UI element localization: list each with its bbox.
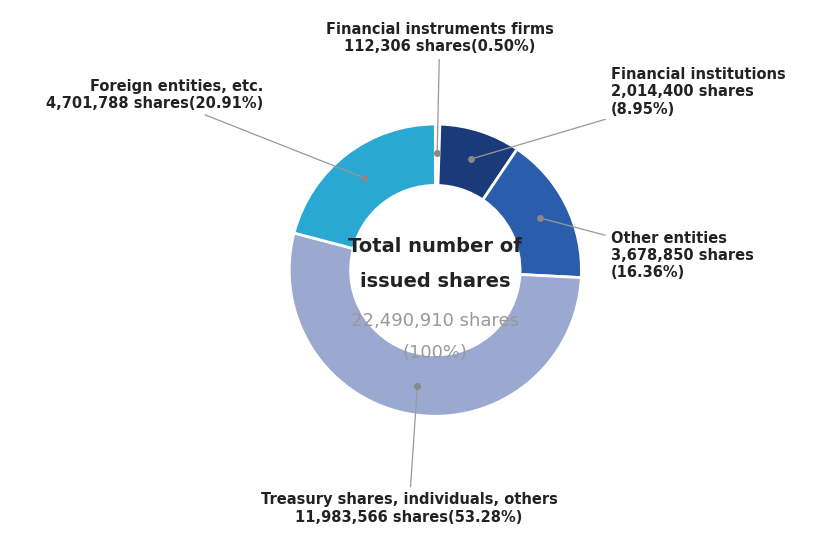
Wedge shape: [290, 233, 582, 416]
Text: Foreign entities, etc.
4,701,788 shares(20.91%): Foreign entities, etc. 4,701,788 shares(…: [46, 79, 361, 176]
Text: issued shares: issued shares: [360, 272, 511, 292]
Text: Other entities
3,678,850 shares
(16.36%): Other entities 3,678,850 shares (16.36%): [542, 219, 754, 281]
Wedge shape: [438, 124, 518, 200]
Text: (100%): (100%): [403, 345, 468, 362]
Text: Total number of: Total number of: [349, 237, 522, 256]
Text: Treasury shares, individuals, others
11,983,566 shares(53.28%): Treasury shares, individuals, others 11,…: [260, 389, 557, 524]
Wedge shape: [294, 124, 435, 249]
Wedge shape: [435, 124, 440, 185]
Text: Financial institutions
2,014,400 shares
(8.95%): Financial institutions 2,014,400 shares …: [474, 67, 785, 158]
Text: Financial instruments firms
112,306 shares(0.50%): Financial instruments firms 112,306 shar…: [326, 21, 553, 151]
Text: 22,490,910 shares: 22,490,910 shares: [351, 312, 519, 330]
Wedge shape: [483, 149, 582, 278]
